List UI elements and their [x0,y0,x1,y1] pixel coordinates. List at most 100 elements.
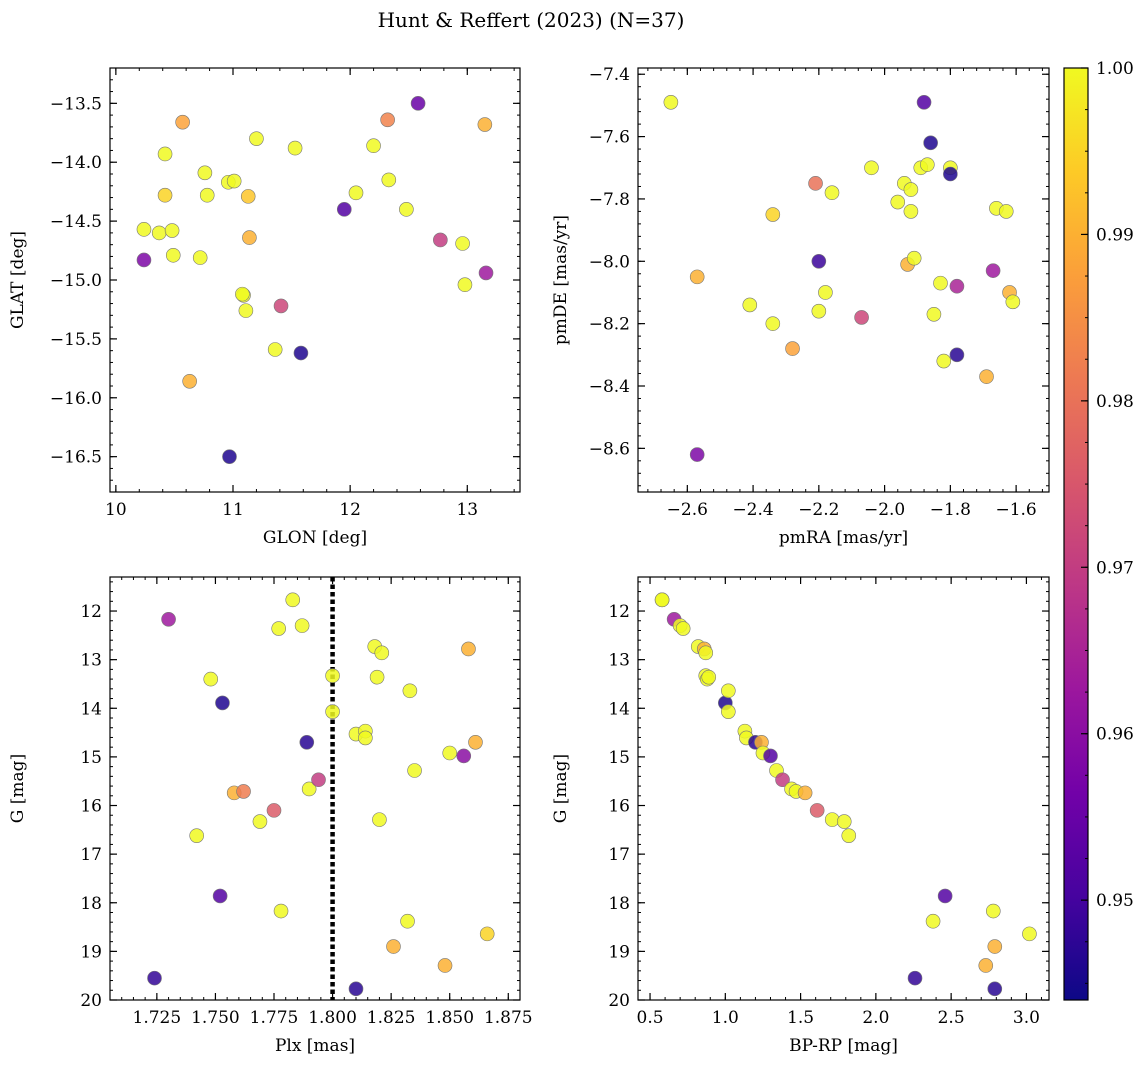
y-tick-label: 13 [80,651,102,671]
data-point [978,958,994,973]
data-point [157,146,173,162]
y-axis-label: pmDE [mas/yr] [551,215,571,345]
y-tick-label: −7.6 [589,128,630,148]
data-point [461,641,476,657]
data-point [151,225,167,241]
x-tick-label: 3.0 [1013,1008,1040,1028]
plot-area [136,96,494,464]
data-point [336,202,352,217]
data-point [701,669,717,685]
y-tick-label: 15 [608,748,630,768]
y-tick-label: −8.6 [589,439,630,459]
data-point [325,668,340,684]
data-point [998,204,1014,219]
colorbar-tick-label: 1.00 [1096,59,1134,79]
data-point [824,185,840,201]
data-point [477,117,493,132]
data-point [1022,926,1037,942]
data-point [937,888,953,904]
x-tick-label: −2.4 [732,500,773,520]
y-tick-label: 18 [80,894,102,914]
panel-pmra-pmde: −2.6 −2.4 −2.2 −2.0 −1.8 −1.6 −7.4 −7.6 −7.8 −8.0… [551,65,1050,548]
data-point [380,112,395,128]
data-point [399,202,414,217]
colorbar-tick-label: 0.96 [1096,725,1134,745]
x-tick-label: −2.2 [798,500,839,520]
data-point [985,903,1001,919]
colorbar-tick-label: 0.97 [1096,558,1134,578]
y-tick-label: −13.5 [50,94,102,114]
data-point [236,784,251,799]
data-point [926,306,942,322]
data-point [293,345,309,361]
x-tick-label: 1.750 [191,1008,240,1028]
plot-area [663,94,1021,462]
data-point [273,903,289,919]
x-axis-label: pmRA [mas/yr] [779,528,908,548]
y-axis-label: G [mag] [8,754,28,823]
colorbar-tick-label: 0.99 [1096,225,1134,245]
data-point [136,252,152,268]
data-point [936,353,952,369]
data-point [189,828,204,843]
data-point [797,785,813,801]
y-tick-label: −14.5 [50,212,102,232]
data-point [366,138,381,154]
data-point [785,341,800,356]
data-point [348,981,364,997]
x-tick-label: 1.0 [712,1008,739,1028]
axes-frame [637,67,1050,493]
data-point [689,447,705,462]
data-point [285,592,301,608]
data-point [864,160,879,176]
data-point [985,263,1001,278]
data-point [402,683,418,699]
x-axis-label: Plx [mas] [275,1036,355,1056]
data-point [400,913,415,929]
x-tick-label: 1.5 [787,1008,814,1028]
y-tick-label: −8.2 [589,315,630,335]
y-tick-label: −8.4 [589,377,630,397]
x-tick-label: 1.875 [484,1008,533,1028]
x-tick-label: 1.775 [250,1008,299,1028]
data-point [203,671,219,687]
data-point [410,96,426,111]
data-point [301,781,317,797]
data-point [824,812,840,827]
data-point [215,695,230,711]
data-point [654,592,670,608]
data-point [689,269,705,285]
data-point [437,958,453,973]
data-point [841,828,857,843]
data-point [906,250,922,266]
y-axis-label: G [mag] [551,754,571,823]
data-point [136,222,152,237]
data-point [182,373,197,389]
data-point [222,449,237,464]
y-tick-label: 12 [80,602,102,622]
data-point [811,253,827,269]
data-point [374,645,390,661]
x-tick-label: −1.6 [995,500,1036,520]
data-point [192,250,208,265]
y-tick-label: −14.0 [50,153,102,173]
data-point [442,745,458,761]
data-point [949,278,965,294]
data-point [147,970,162,986]
data-point [721,683,736,699]
data-point [175,114,190,130]
data-point [267,342,283,357]
y-tick-label: 18 [608,894,630,914]
x-axis-label: BP-RP [mag] [789,1036,898,1056]
figure-title: Hunt & Reffert (2023) (N=37) [378,8,685,32]
y-tick-label: 20 [608,991,630,1011]
data-point [197,165,213,181]
x-tick-label: −2.6 [667,500,708,520]
colorbar-gradient [1063,67,1089,1001]
data-point [920,157,935,172]
x-tick-label: 11 [222,500,244,520]
data-point [325,704,340,719]
data-point [369,669,385,685]
data-point [252,814,268,829]
